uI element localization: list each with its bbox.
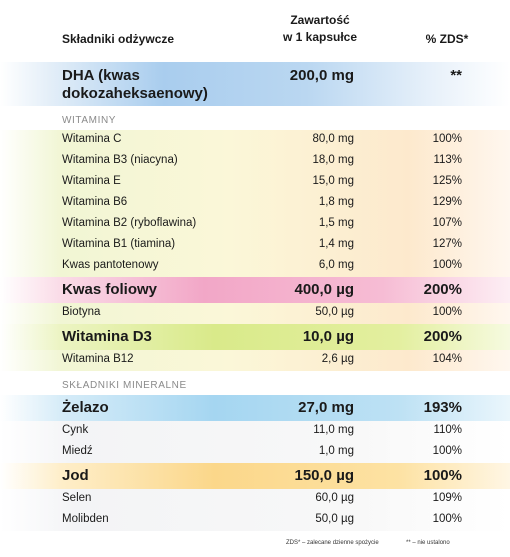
row-name: Biotyna (62, 306, 101, 318)
row-rda-percent: 113% (433, 154, 462, 166)
row-name: Witamina B1 (tiamina) (62, 238, 176, 250)
section-title: WITAMINY (62, 115, 117, 126)
table-row: Cynk 11,0 mg 110% (0, 421, 510, 442)
row-rda-percent: 100% (432, 133, 462, 145)
table-row: Biotyna 50,0 µg 100% (0, 303, 510, 324)
row-amount: 10,0 µg (302, 328, 354, 345)
table-row-iodine: Jod 150,0 µg 100% (0, 463, 510, 489)
row-name: Selen (62, 492, 92, 504)
table-header: Składniki odżywcze Zawartość w 1 kapsułc… (0, 0, 510, 62)
row-name: Jod (62, 467, 89, 484)
row-name: Witamina C (62, 133, 122, 145)
row-name: Witamina B6 (62, 196, 128, 208)
table-row: Selen 60,0 µg 109% (0, 489, 510, 510)
table-row: Witamina B6 1,8 mg 129% (0, 193, 510, 214)
row-rda-percent: 100% (432, 259, 462, 271)
row-amount: 2,6 µg (321, 353, 354, 365)
row-rda-percent: 125% (432, 175, 462, 187)
section-header-vitamins: WITAMINY (0, 106, 510, 130)
column-header-amount-line1: Zawartość (290, 13, 350, 27)
row-rda-percent: 100% (432, 513, 462, 525)
table-row-vitamin-d3: Witamina D3 10,0 µg 200% (0, 324, 510, 350)
row-name: Miedź (62, 445, 93, 457)
section-header-minerals: SKŁADNIKI MINERALNE (0, 371, 510, 395)
column-header-amount: Zawartość w 1 kapsułce (255, 12, 385, 46)
section-title: SKŁADNIKI MINERALNE (62, 380, 187, 391)
table-row: Witamina B12 2,6 µg 104% (0, 350, 510, 371)
row-amount: 80,0 mg (312, 133, 354, 145)
row-name: Witamina E (62, 175, 121, 187)
row-amount: 18,0 mg (312, 154, 354, 166)
table-row: Molibden 50,0 µg 100% (0, 510, 510, 531)
row-amount: 1,8 mg (318, 196, 354, 208)
row-rda-percent: 200% (423, 328, 462, 345)
row-name: Witamina B12 (62, 353, 134, 365)
footnote-zds: ZDS* – zalecane dzienne spożycie (286, 540, 379, 546)
table-row: Witamina E 15,0 mg 125% (0, 172, 510, 193)
row-rda-percent: 100% (432, 445, 462, 457)
table-row: Witamina B1 (tiamina) 1,4 mg 127% (0, 235, 510, 256)
row-amount: 15,0 mg (312, 175, 354, 187)
nutrition-table: DHA (kwas dokozaheksaenowy) 200,0 mg ** … (0, 62, 510, 531)
row-rda-percent: 127% (432, 238, 462, 250)
row-name: DHA (kwas dokozaheksaenowy) (62, 67, 208, 102)
row-amount: 6,0 mg (318, 259, 354, 271)
row-rda-percent: 109% (432, 492, 462, 504)
row-name: Witamina B2 (ryboflawina) (62, 217, 197, 229)
table-row-folic-acid: Kwas foliowy 400,0 µg 200% (0, 277, 510, 303)
row-rda-percent: 200% (423, 281, 462, 298)
row-rda-percent: 193% (423, 399, 462, 416)
row-name: Żelazo (62, 399, 109, 416)
row-amount: 1,5 mg (318, 217, 354, 229)
row-rda-percent: 107% (432, 217, 462, 229)
column-header-amount-line2: w 1 kapsułce (282, 30, 358, 44)
table-row: Witamina C 80,0 mg 100% (0, 130, 510, 151)
row-amount: 50,0 µg (315, 306, 354, 318)
table-row: Kwas pantotenowy 6,0 mg 100% (0, 256, 510, 277)
row-name: Kwas foliowy (62, 281, 158, 298)
row-name: Molibden (62, 513, 109, 525)
row-amount: 1,0 mg (318, 445, 354, 457)
row-amount: 1,4 mg (318, 238, 354, 250)
row-rda-percent: 129% (432, 196, 462, 208)
row-name: Witamina D3 (62, 328, 152, 345)
table-row-iron: Żelazo 27,0 mg 193% (0, 395, 510, 421)
row-rda-percent: 110% (433, 424, 462, 436)
footnote-not-set: ** – nie ustalono (406, 540, 450, 546)
table-row: Witamina B3 (niacyna) 18,0 mg 113% (0, 151, 510, 172)
row-amount: 27,0 mg (298, 399, 354, 416)
row-name: Kwas pantotenowy (62, 259, 159, 271)
row-amount: 150,0 µg (294, 467, 354, 484)
table-row-dha: DHA (kwas dokozaheksaenowy) 200,0 mg ** (0, 62, 510, 106)
row-rda-percent: 104% (432, 353, 462, 365)
row-amount: 11,0 mg (313, 424, 354, 436)
table-row: Miedź 1,0 mg 100% (0, 442, 510, 463)
row-amount: 200,0 mg (289, 67, 354, 84)
row-amount: 60,0 µg (315, 492, 354, 504)
row-amount: 50,0 µg (315, 513, 354, 525)
row-name: Witamina B3 (niacyna) (62, 154, 178, 166)
row-rda-percent: 100% (432, 306, 462, 318)
row-name: Cynk (62, 424, 89, 436)
row-amount: 400,0 µg (294, 281, 354, 298)
column-header-rda-percent: % ZDS* (425, 32, 469, 46)
row-rda-percent: 100% (423, 467, 462, 484)
column-header-nutrients: Składniki odżywcze (62, 32, 175, 46)
table-row: Witamina B2 (ryboflawina) 1,5 mg 107% (0, 214, 510, 235)
row-rda-percent: ** (450, 67, 462, 84)
